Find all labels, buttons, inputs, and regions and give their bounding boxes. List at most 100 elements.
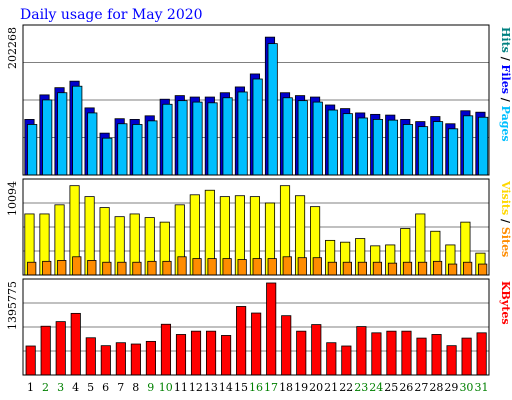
pages-bar xyxy=(432,121,444,176)
pages-bar xyxy=(448,128,459,176)
hits-panel-frame xyxy=(22,24,490,176)
sites-bar xyxy=(252,258,262,276)
day-label: 4 xyxy=(72,381,79,394)
sites-bar xyxy=(237,259,247,276)
pages-bar xyxy=(42,99,53,176)
legend-part: / xyxy=(499,94,512,106)
chart-title: Daily usage for May 2020 xyxy=(20,7,203,23)
day-label: 14 xyxy=(219,381,233,394)
kbytes-bar xyxy=(356,326,367,376)
sites-bar xyxy=(357,261,368,276)
sites-bar xyxy=(102,261,112,276)
legend-part: / xyxy=(499,215,512,227)
pages-bar xyxy=(177,100,188,176)
kbytes-bar xyxy=(115,342,126,376)
day-label: 24 xyxy=(369,381,383,394)
pages-bar xyxy=(222,97,233,176)
kbytes-bar xyxy=(25,345,36,376)
day-label: 26 xyxy=(399,381,413,394)
pages-bar xyxy=(297,100,308,176)
kbytes-bar xyxy=(221,335,232,376)
day-label: 2 xyxy=(42,381,49,394)
sites-bar xyxy=(463,261,473,276)
kbytes-bar xyxy=(446,345,457,376)
sites-bar xyxy=(57,260,67,276)
day-label: 25 xyxy=(384,381,398,394)
legend-part: Pages xyxy=(499,106,512,142)
day-label: 17 xyxy=(264,381,278,394)
day-label: 19 xyxy=(294,381,308,394)
sites-bar xyxy=(267,258,277,276)
pages-bar xyxy=(463,115,474,176)
pages-bar xyxy=(72,85,83,176)
day-label: 10 xyxy=(159,381,173,394)
kbytes-bar xyxy=(190,330,202,376)
pages-bar xyxy=(327,109,338,176)
day-label: 29 xyxy=(444,381,458,394)
pages-bar xyxy=(417,126,429,176)
visits-legend-label: Visits / Sites xyxy=(499,180,512,257)
kbytes-max-label: 1395775 xyxy=(6,281,19,330)
pages-bar xyxy=(132,124,143,176)
frames-layer xyxy=(22,24,490,376)
kbytes-panel-frame xyxy=(22,278,490,376)
pages-bar xyxy=(478,116,489,176)
bars-layer xyxy=(24,36,489,376)
pages-bar xyxy=(312,101,323,176)
kbytes-legend-label: KBytes xyxy=(499,281,512,325)
day-label: 9 xyxy=(147,381,154,394)
kbytes-bar xyxy=(266,282,277,376)
legend-part: / xyxy=(499,53,512,65)
kbytes-bar xyxy=(236,306,247,376)
kbytes-bar xyxy=(341,345,352,376)
sites-bar xyxy=(207,258,217,276)
hits-legend-label: Hits / Files / Pages xyxy=(499,27,512,142)
pages-bar xyxy=(372,119,383,176)
pages-bar xyxy=(342,113,353,176)
sites-bar xyxy=(42,260,52,276)
day-label: 22 xyxy=(339,381,353,394)
kbytes-bar xyxy=(205,330,217,376)
pages-bar xyxy=(87,112,98,176)
day-label: 30 xyxy=(459,381,473,394)
pages-bar xyxy=(237,91,248,176)
day-label: 16 xyxy=(249,381,263,394)
sites-bar xyxy=(87,260,97,276)
sites-bar xyxy=(147,260,157,276)
legend-part: Files xyxy=(499,65,512,94)
day-label: 27 xyxy=(414,381,428,394)
sites-bar xyxy=(192,258,202,276)
legend-part: KBytes xyxy=(499,281,512,325)
pages-bar xyxy=(207,102,218,176)
sites-bar xyxy=(27,261,37,276)
kbytes-bar xyxy=(401,330,412,376)
kbytes-bar xyxy=(40,325,51,376)
kbytes-bar xyxy=(55,321,66,376)
legend-part: Hits xyxy=(499,27,512,53)
day-label: 20 xyxy=(309,381,323,394)
sites-bar xyxy=(282,256,292,276)
day-label: 1 xyxy=(27,381,34,394)
sites-bar xyxy=(297,257,307,276)
sites-bar xyxy=(372,261,383,276)
kbytes-bar xyxy=(431,334,442,376)
pages-bar xyxy=(27,124,38,176)
sites-bar xyxy=(177,256,187,276)
sites-bar xyxy=(448,263,458,276)
kbytes-bar xyxy=(100,345,111,376)
pages-bar xyxy=(267,43,278,176)
kbytes-bar xyxy=(251,312,262,376)
kbytes-bar xyxy=(281,315,292,376)
day-label: 23 xyxy=(354,381,368,394)
legend-part: Visits xyxy=(499,180,512,215)
day-label: 21 xyxy=(324,381,338,394)
day-label: 13 xyxy=(204,381,218,394)
kbytes-bar xyxy=(296,330,307,376)
kbytes-bar xyxy=(416,337,427,376)
pages-bar xyxy=(192,101,203,176)
pages-bar xyxy=(402,124,414,176)
kbytes-bar xyxy=(326,342,337,376)
sites-bar xyxy=(478,263,488,276)
pages-bar xyxy=(117,123,128,176)
